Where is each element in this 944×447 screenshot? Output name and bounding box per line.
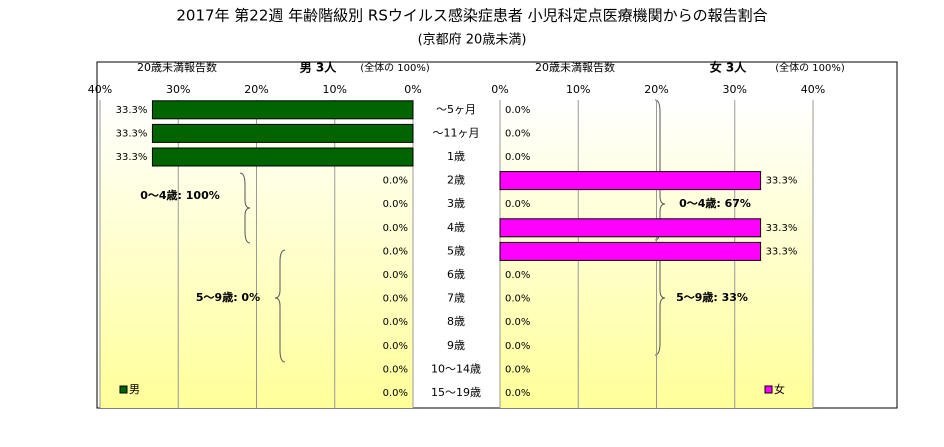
x-tick-label: 0%: [491, 83, 508, 96]
x-tick-label: 30%: [723, 83, 747, 96]
value-label: 0.0%: [383, 341, 408, 352]
annotation: 5～9歳: 33%: [676, 290, 748, 304]
value-label: 0.0%: [383, 364, 408, 375]
x-tick-label: 20%: [244, 83, 268, 96]
bar: [499, 218, 762, 238]
value-label: 0.0%: [505, 388, 530, 399]
x-tick-label: 40%: [801, 83, 825, 96]
value-label: 33.3%: [116, 128, 148, 139]
brace: [274, 249, 286, 363]
value-label: 0.0%: [383, 294, 408, 305]
x-tick-label: 30%: [166, 83, 190, 96]
category-label: 5歳: [447, 244, 465, 257]
legend-label: 女: [774, 382, 785, 396]
category-label: 9歳: [447, 339, 465, 352]
annotation: 0～4歳: 100%: [140, 188, 220, 202]
bar: [151, 147, 414, 167]
count-label: 20歳未満報告数: [535, 61, 615, 74]
panel-title: 女 3人: [710, 60, 748, 75]
category-label: ～11ヶ月: [433, 126, 480, 139]
annotation: 0～4歳: 67%: [679, 196, 751, 210]
bar: [499, 241, 762, 261]
x-tick-label: 10%: [323, 83, 347, 96]
value-label: 33.3%: [116, 152, 148, 163]
legend-label: 男: [129, 383, 140, 396]
bar: [151, 100, 414, 120]
value-label: 0.0%: [505, 270, 530, 281]
x-tick-label: 0%: [404, 83, 421, 96]
category-label: 10～14歳: [431, 362, 481, 375]
value-label: 33.3%: [766, 176, 798, 187]
value-label: 0.0%: [505, 364, 530, 375]
category-label: 8歳: [447, 315, 465, 328]
value-label: 33.3%: [766, 223, 798, 234]
value-label: 0.0%: [505, 105, 530, 116]
panel-note: (全体の 100%): [775, 61, 845, 74]
category-label: 2歳: [447, 174, 465, 187]
value-label: 0.0%: [383, 388, 408, 399]
value-label: 0.0%: [383, 317, 408, 328]
value-label: 0.0%: [505, 152, 530, 163]
value-label: 0.0%: [383, 176, 408, 187]
legend-swatch: [764, 385, 773, 394]
value-label: 0.0%: [505, 341, 530, 352]
x-tick-label: 20%: [644, 83, 668, 96]
category-label: 1歳: [447, 150, 465, 163]
x-tick-label: 10%: [566, 83, 590, 96]
x-tick-label: 40%: [88, 83, 112, 96]
value-label: 0.0%: [383, 199, 408, 210]
category-label: 15～19歳: [431, 386, 481, 399]
category-label: 3歳: [447, 197, 465, 210]
legend-swatch: [119, 385, 128, 394]
category-label: ～5ヶ月: [436, 103, 476, 116]
panel-note: (全体の 100%): [360, 61, 430, 74]
value-label: 33.3%: [766, 246, 798, 257]
value-label: 33.3%: [116, 105, 148, 116]
annotation: 5～9歳: 0%: [196, 290, 260, 304]
chart-title: 2017年 第22週 年齢階級別 RSウイルス感染症患者 小児科定点医療機関から…: [176, 7, 767, 25]
value-label: 0.0%: [505, 199, 530, 210]
brace: [239, 172, 251, 244]
category-label: 4歳: [447, 221, 465, 234]
category-label: 7歳: [447, 292, 465, 305]
category-label: 6歳: [447, 268, 465, 281]
value-label: 0.0%: [505, 128, 530, 139]
value-label: 0.0%: [505, 317, 530, 328]
count-label: 20歳未満報告数: [137, 61, 217, 74]
bar: [151, 123, 414, 143]
bar: [499, 171, 762, 191]
value-label: 0.0%: [505, 294, 530, 305]
value-label: 0.0%: [383, 270, 408, 281]
value-label: 0.0%: [383, 223, 408, 234]
chart-subtitle: (京都府 20歳未満): [418, 33, 527, 48]
panel-title: 男 3人: [300, 60, 338, 75]
value-label: 0.0%: [383, 246, 408, 257]
